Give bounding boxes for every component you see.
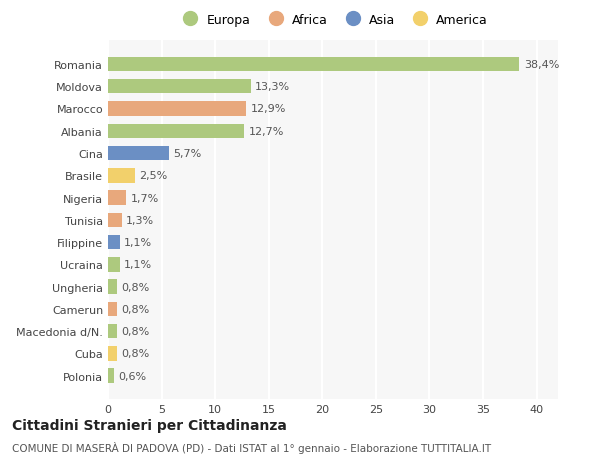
Text: 2,5%: 2,5% [139, 171, 167, 181]
Text: Cittadini Stranieri per Cittadinanza: Cittadini Stranieri per Cittadinanza [12, 418, 287, 431]
Text: 0,6%: 0,6% [119, 371, 147, 381]
Text: 0,8%: 0,8% [121, 326, 149, 336]
Bar [108, 57, 520, 72]
Text: 0,8%: 0,8% [121, 304, 149, 314]
Text: 12,7%: 12,7% [248, 127, 284, 136]
Bar [108, 168, 135, 183]
Text: COMUNE DI MASERÀ DI PADOVA (PD) - Dati ISTAT al 1° gennaio - Elaborazione TUTTIT: COMUNE DI MASERÀ DI PADOVA (PD) - Dati I… [12, 441, 491, 453]
Bar [108, 80, 251, 94]
Bar [108, 347, 116, 361]
Bar [108, 235, 120, 250]
Text: 0,8%: 0,8% [121, 349, 149, 358]
Text: 1,1%: 1,1% [124, 238, 152, 247]
Bar [108, 124, 244, 139]
Bar [108, 257, 120, 272]
Text: 1,3%: 1,3% [126, 215, 154, 225]
Bar [108, 369, 115, 383]
Legend: Europa, Africa, Asia, America: Europa, Africa, Asia, America [173, 9, 493, 32]
Bar [108, 146, 169, 161]
Text: 1,7%: 1,7% [131, 193, 159, 203]
Text: 1,1%: 1,1% [124, 260, 152, 270]
Text: 38,4%: 38,4% [524, 60, 559, 70]
Bar [108, 280, 116, 294]
Bar [108, 213, 122, 228]
Bar [108, 191, 126, 205]
Bar [108, 102, 246, 117]
Text: 0,8%: 0,8% [121, 282, 149, 292]
Bar [108, 324, 116, 339]
Text: 12,9%: 12,9% [251, 104, 286, 114]
Bar [108, 302, 116, 316]
Text: 13,3%: 13,3% [255, 82, 290, 92]
Text: 5,7%: 5,7% [173, 149, 202, 159]
